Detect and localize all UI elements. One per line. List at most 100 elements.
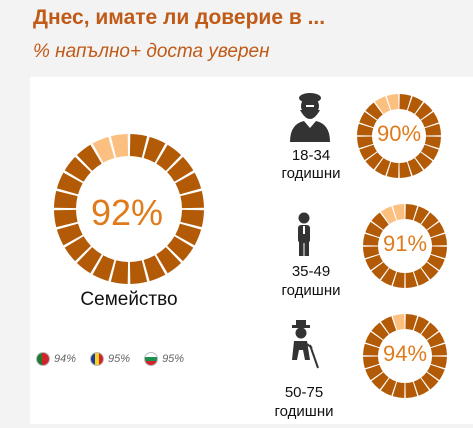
age-donut-50-75-segment-value [405,381,418,398]
age-label-18-34: 18-34 [292,147,330,164]
age-donut-35-49-segment-value [380,268,397,286]
main-donut-segment-rest [110,134,129,158]
age-donut-35-49-segment-value [413,268,430,286]
country-value-portugal: 94% [54,353,77,365]
age-donut-35-49-segment-value [371,212,389,230]
age-donut-50-75 [363,314,447,398]
country-value-romania: 95% [108,353,131,365]
age-donut-18-34-segment-value [399,161,412,178]
bearded-man-icon [290,93,330,142]
age-donut-35-49-segment-rest [392,204,405,221]
age-donut-35-49-segment-value [427,221,445,238]
age-donut-35-49-segment-rest [380,206,397,224]
age-donut-50-75-segment-value [380,378,397,396]
age-donut-50-75-segment-value [365,331,383,348]
age-donut-50-75-segment-value [365,364,383,381]
age-donut-18-34-segment-value [386,161,399,178]
age-sublabel-50-75: годишни [275,403,334,420]
age-donut-35-49-segment-value [371,262,389,280]
country-item-portugal: 94% [36,352,76,366]
age-donut-50-75-segment-value [413,378,430,396]
age-label-50-75: 50-75 [285,384,323,401]
age-value-label-35-49: 91% [383,231,427,256]
chart-subtitle: % напълно+ доста уверен [33,41,270,62]
main-donut-segment-value [64,236,91,262]
age-donut-50-75-segment-rest [392,314,405,331]
age-donut-50-75-segment-value [413,316,430,334]
age-donut-35-49-segment-value [421,262,439,280]
country-item-romania: 95% [90,352,130,366]
main-category-label: Семейство [80,289,177,310]
age-donut-50-75-segment-value [371,372,389,390]
age-donut-18-34-segment-value [407,96,424,114]
age-donut-50-75-segment-value [371,322,389,340]
age-donut-18-34-segment-value [415,152,433,170]
age-donut-18-34-segment-value [421,144,439,161]
age-donut-50-75-segment-value [392,381,405,398]
romania-flag-icon [90,352,105,366]
portugal-flag-icon [36,352,50,366]
age-donut-50-75-segment-value [430,343,447,356]
main-donut-segment-value [175,172,202,195]
chart-panel [30,77,473,424]
main-donut-segment-value [56,172,83,195]
age-group-35-49: 91% 35-49 годишни [282,204,447,299]
age-donut-50-75-segment-value [430,356,447,369]
main-donut-segment-value [64,156,91,182]
age-donut-35-49-segment-value [363,246,380,259]
age-donut-35-49-segment-value [413,206,430,224]
main-donut-segment-value [54,190,78,209]
age-donut-35-49-segment-value [405,271,418,288]
main-donut-segment-value [156,247,182,274]
man-standing-icon [298,212,310,256]
bulgaria-flag-icon [144,352,159,366]
age-donut-50-75-segment-value [421,322,439,340]
main-donut-segment-value [129,260,148,284]
age-donut-18-34-segment-value [415,102,433,120]
age-value-label-50-75: 94% [383,341,427,366]
age-donut-35-49-segment-value [421,212,439,230]
main-donut-segment-value [180,190,204,209]
age-donut-18-34-segment-value [421,111,439,128]
age-donut-50-75-segment-value [405,314,418,331]
age-sublabel-35-49: годишни [282,282,341,299]
age-sublabel-18-34: годишни [282,165,341,182]
age-donut-35-49-segment-value [430,233,447,246]
age-donut-18-34-segment-value [359,111,377,128]
age-donut-18-34-segment-value [365,102,383,120]
main-donut [54,134,204,284]
age-donut-35-49-segment-value [430,246,447,259]
age-donut-35-49-segment-value [392,271,405,288]
main-donut-segment-value [110,260,129,284]
age-donut-35-49 [363,204,447,288]
age-donut-18-34-segment-value [359,144,377,161]
elderly-man-with-cane-icon [292,320,319,369]
age-donut-18-34-segment-rest [386,94,399,111]
age-donut-18-34-segment-value [357,136,374,149]
main-donut-segment-value [92,255,115,282]
main-donut-segment-value [76,247,102,274]
country-value-bulgaria: 95% [162,353,185,365]
age-donut-50-75-segment-value [427,364,445,381]
main-donut-segment-value [143,136,166,163]
main-donut-segment-value [175,223,202,246]
age-donut-35-49-segment-value [405,204,418,221]
age-donut-18-34-segment-value [374,158,391,176]
age-donut-35-49-segment-value [427,254,445,271]
age-donut-50-75-segment-value [363,356,380,369]
age-group-50-75: 94% 50-75 годишни [275,314,447,420]
main-donut-segment-value [54,209,78,228]
main-donut-segment-value [129,134,148,158]
main-donut-segment-value [180,209,204,228]
age-donut-18-34-segment-value [424,136,441,149]
chart-title: Днес, имате ли доверие в ... [33,6,326,29]
age-donut-18-34-segment-value [365,152,383,170]
age-donut-50-75-segment-value [421,372,439,390]
main-donut-segment-value [143,255,166,282]
main-value-label: 92% [91,192,163,233]
main-donut-segment-value [167,156,194,182]
main-donut-segment-value [167,236,194,262]
main-donut-segment-value [156,144,182,171]
age-donut-18-34-segment-value [407,158,424,176]
